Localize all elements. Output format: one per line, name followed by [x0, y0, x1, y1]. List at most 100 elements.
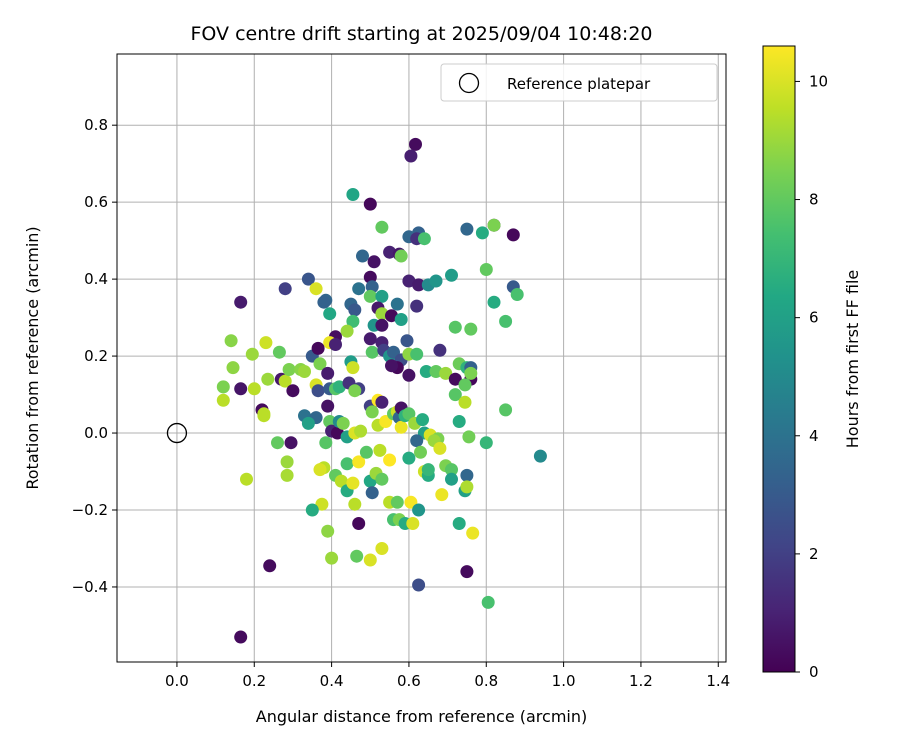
- data-point: [311, 384, 325, 398]
- data-point: [460, 565, 474, 579]
- data-point: [400, 334, 414, 348]
- data-point: [433, 441, 447, 455]
- data-point: [385, 359, 398, 373]
- data-point: [313, 463, 327, 477]
- data-point: [533, 449, 547, 463]
- x-tick-label: 1.4: [706, 672, 730, 690]
- data-point: [311, 341, 325, 355]
- data-point: [363, 197, 377, 211]
- data-point: [363, 553, 377, 567]
- data-point: [499, 403, 513, 417]
- data-point: [417, 232, 431, 246]
- data-point: [278, 282, 292, 296]
- data-point: [348, 497, 362, 511]
- data-point: [272, 345, 286, 359]
- data-point: [390, 495, 404, 509]
- data-point: [410, 434, 424, 448]
- data-point: [383, 245, 397, 259]
- data-point: [448, 388, 462, 402]
- data-point: [323, 307, 337, 321]
- data-point: [365, 345, 379, 359]
- data-point: [462, 430, 476, 444]
- data-point: [460, 480, 474, 494]
- data-point: [363, 332, 377, 346]
- data-point: [234, 295, 248, 309]
- data-point: [354, 424, 368, 438]
- data-point: [240, 472, 253, 486]
- data-point: [346, 314, 360, 328]
- data-point: [510, 288, 524, 301]
- reference-platepar-marker: [166, 422, 188, 444]
- data-point: [278, 374, 292, 388]
- data-point: [321, 366, 335, 380]
- data-point: [458, 395, 472, 409]
- data-point: [336, 416, 350, 430]
- data-point: [346, 476, 360, 490]
- data-point: [383, 453, 397, 467]
- data-point: [375, 220, 389, 234]
- data-point: [321, 524, 335, 538]
- y-tick-label: 0.2: [84, 347, 108, 365]
- colorbar-gradient: [762, 45, 796, 673]
- colorbar-tick-label: 2: [809, 545, 819, 563]
- colorbar-tick-label: 10: [809, 72, 828, 90]
- data-point: [464, 322, 478, 336]
- data-point: [499, 314, 513, 328]
- data-point: [448, 372, 462, 386]
- colorbar: 0 2 4 6 8 10 Hours from first FF file: [762, 45, 862, 681]
- data-point: [350, 549, 364, 563]
- data-point: [280, 455, 294, 469]
- data-point: [412, 578, 426, 592]
- x-tick-label: 0.0: [165, 672, 189, 690]
- data-point: [464, 366, 478, 380]
- colorbar-tick-label: 0: [809, 663, 819, 681]
- x-tick-label: 1.0: [552, 672, 576, 690]
- data-point: [309, 282, 323, 296]
- data-point: [429, 365, 443, 378]
- data-point: [359, 445, 373, 459]
- data-point: [487, 295, 501, 309]
- data-point: [329, 338, 342, 351]
- data-point: [394, 249, 408, 263]
- data-point: [445, 268, 458, 282]
- data-point: [419, 365, 433, 378]
- data-point: [375, 395, 389, 409]
- data-point: [421, 463, 435, 477]
- data-point: [271, 436, 284, 450]
- x-axis-label: Angular distance from reference (arcmin): [256, 707, 587, 726]
- data-point: [284, 436, 298, 450]
- data-point: [298, 365, 311, 378]
- data-point: [479, 263, 493, 276]
- data-point: [506, 228, 520, 242]
- data-point: [460, 468, 474, 482]
- data-point: [412, 278, 426, 292]
- data-point: [452, 415, 466, 428]
- data-point: [319, 436, 333, 450]
- data-point: [448, 320, 462, 334]
- data-point: [305, 503, 319, 517]
- data-point: [402, 368, 416, 382]
- data-point: [216, 380, 230, 394]
- data-point: [487, 218, 501, 232]
- data-point: [348, 384, 362, 398]
- data-point: [261, 372, 275, 386]
- colorbar-tick-label: 6: [809, 309, 819, 327]
- data-point: [373, 443, 387, 457]
- data-point: [375, 318, 389, 332]
- legend: Reference platepar: [440, 63, 718, 102]
- data-point: [280, 468, 294, 482]
- data-point: [234, 382, 248, 396]
- colorbar-label: Hours from first FF file: [843, 270, 862, 449]
- data-point: [348, 303, 362, 317]
- y-tick-label: 0.8: [84, 116, 108, 134]
- colorbar-ticks: 0 2 4 6 8 10: [795, 72, 828, 681]
- data-point: [346, 188, 360, 201]
- data-point: [286, 384, 300, 398]
- data-point: [445, 472, 458, 486]
- chart-title: FOV centre drift starting at 2025/09/04 …: [190, 23, 652, 45]
- data-point: [365, 405, 379, 419]
- data-point: [234, 630, 248, 644]
- data-point: [460, 222, 474, 236]
- data-point: [216, 393, 230, 407]
